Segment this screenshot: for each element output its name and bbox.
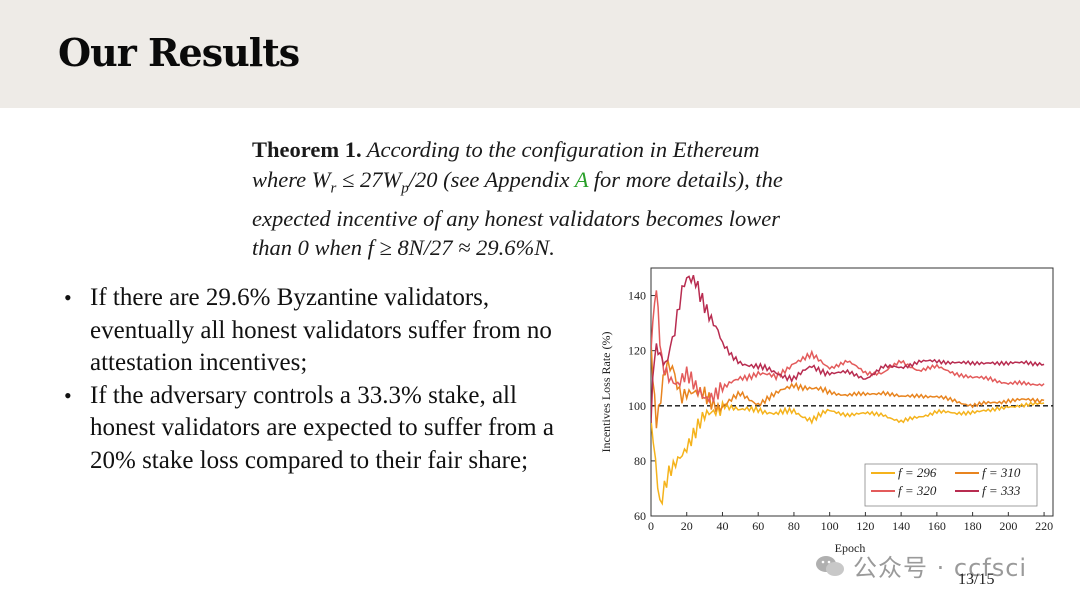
theorem-subscript-r: r: [330, 180, 337, 196]
x-tick-label: 60: [752, 519, 764, 533]
x-tick-label: 0: [648, 519, 654, 533]
bullet-text: If there are 29.6% Byzantine validators,…: [90, 284, 552, 376]
bullet-item: • If the adversary controls a 33.3% stake…: [62, 380, 582, 478]
theorem-line-3: expected incentive of any honest validat…: [252, 205, 780, 231]
x-tick-label: 180: [964, 519, 982, 533]
theorem-line-1-text: According to the configuration in Ethere…: [361, 137, 760, 162]
theorem-line-1: Theorem 1. According to the configuratio…: [252, 135, 862, 165]
series-line-4: [651, 274, 1045, 424]
bullet-dot-icon: •: [64, 382, 72, 408]
theorem-line-2-end: for more details), the: [588, 166, 783, 192]
x-tick-label: 120: [856, 519, 874, 533]
theorem-subscript-p: p: [401, 180, 409, 196]
appendix-link[interactable]: A: [574, 166, 589, 192]
theorem-block: Theorem 1. According to the configuratio…: [252, 135, 862, 263]
slide-title: Our Results: [58, 30, 300, 75]
y-tick-label: 120: [628, 344, 646, 358]
y-tick-label: 140: [628, 289, 646, 303]
legend-label: f = 333: [982, 483, 1021, 498]
theorem-line-2: where Wr ≤ 27Wp/20 (see Appendix A for m…: [252, 165, 862, 204]
plot-frame: [650, 267, 1054, 517]
theorem-line-2-pre: where W: [252, 166, 331, 192]
bullet-list: • If there are 29.6% Byzantine validators…: [62, 282, 582, 477]
x-tick-label: 100: [821, 519, 839, 533]
theorem-line-2-mid: ≤ 27W: [336, 166, 402, 192]
header-bar: [0, 0, 1080, 108]
theorem-line-2-after: /20 (see Appendix: [408, 166, 575, 192]
x-tick-label: 220: [1035, 519, 1053, 533]
x-tick-label: 40: [716, 519, 728, 533]
page-number: 13/15: [958, 571, 995, 588]
x-axis-label: Epoch: [835, 541, 866, 555]
y-tick-label: 80: [634, 454, 646, 468]
x-tick-label: 200: [999, 519, 1017, 533]
series-line-2: [651, 339, 1045, 429]
x-tick-label: 140: [892, 519, 910, 533]
theorem-label: Theorem 1.: [252, 137, 362, 162]
legend-label: f = 320: [898, 483, 937, 498]
watermark-text: 公众号 · ccfsci: [853, 554, 1028, 582]
chart-container: 60 80 100 120 140 0 20 40 60 80 100 120 140 160 180 200…: [594, 262, 1064, 562]
y-axis-label: Incentives Loss Rate (%): [599, 332, 613, 453]
series-line-1: [651, 399, 1045, 506]
legend-box: [864, 463, 1038, 507]
x-tick-label: 160: [928, 519, 946, 533]
y-tick-label: 60: [634, 509, 646, 523]
theorem-line-4: than 0 when f ≥ 8N/27 ≈ 29.6%N.: [252, 235, 555, 260]
incentive-loss-chart: 60 80 100 120 140 0 20 40 60 80 100 120 140 160 180 200…: [599, 267, 1054, 555]
series-line-3: [651, 290, 1045, 404]
watermark: 公众号 · ccfsci: [815, 548, 1027, 583]
y-tick-label: 100: [628, 399, 646, 413]
wechat-icon: [816, 555, 844, 576]
bullet-item: • If there are 29.6% Byzantine validators…: [62, 282, 582, 380]
x-tick-label: 20: [681, 519, 693, 533]
legend-label: f = 310: [982, 465, 1021, 480]
bullet-text: If the adversary controls a 33.3% stake,…: [90, 381, 554, 474]
bullet-dot-icon: •: [64, 285, 72, 310]
x-tick-label: 80: [788, 519, 800, 533]
legend-label: f = 296: [898, 465, 937, 480]
